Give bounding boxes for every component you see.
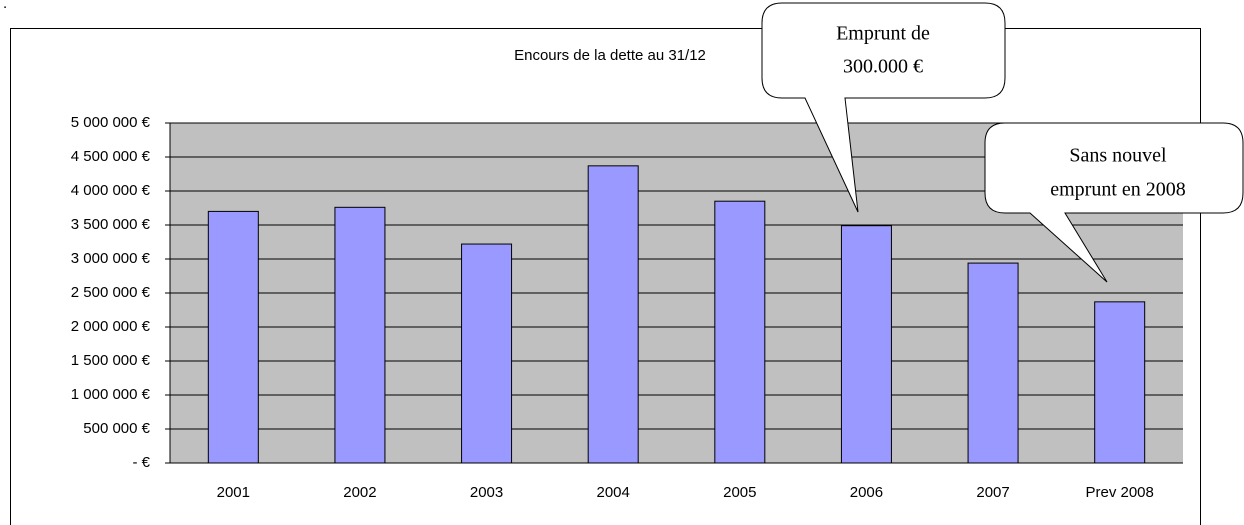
x-tick-label: 2005 [723,484,756,501]
y-tick-label: 4 500 000 € [71,148,151,165]
x-tick-label: 2001 [217,484,250,501]
chart-title: Encours de la dette au 31/12 [514,47,706,64]
y-tick-label: 3 000 000 € [71,250,151,267]
y-tick-label: 1 000 000 € [71,386,151,403]
x-tick-label: 2006 [850,484,883,501]
bar [461,243,513,464]
x-tick-label: 2002 [343,484,376,501]
bar [714,200,766,464]
bar [967,262,1019,464]
x-tick-label: 2003 [470,484,503,501]
y-tick-label: 2 500 000 € [71,284,151,301]
bar [207,210,259,464]
callout-text: emprunt en 2008 [1050,179,1186,201]
y-tick-label: 3 500 000 € [71,216,151,233]
x-tick-label: 2007 [976,484,1009,501]
bar [587,165,639,464]
y-tick-label: - € [132,454,150,471]
y-tick-label: 4 000 000 € [71,182,151,199]
callout-text: 300.000 € [843,56,923,78]
callout-bubble [984,122,1244,283]
bar [840,225,892,464]
y-tick-label: 500 000 € [83,420,150,437]
stray-mark: . [3,0,7,12]
callout-text: Emprunt de [836,23,930,45]
y-tick-label: 1 500 000 € [71,352,151,369]
y-tick-label: 2 000 000 € [71,318,151,335]
x-tick-label: Prev 2008 [1085,484,1153,501]
bar [1094,301,1146,464]
callout-text: Sans nouvel [1069,145,1167,167]
bar [334,206,386,464]
callout-bubble [761,2,1006,213]
x-tick-label: 2004 [597,484,630,501]
y-tick-label: 5 000 000 € [71,114,151,131]
